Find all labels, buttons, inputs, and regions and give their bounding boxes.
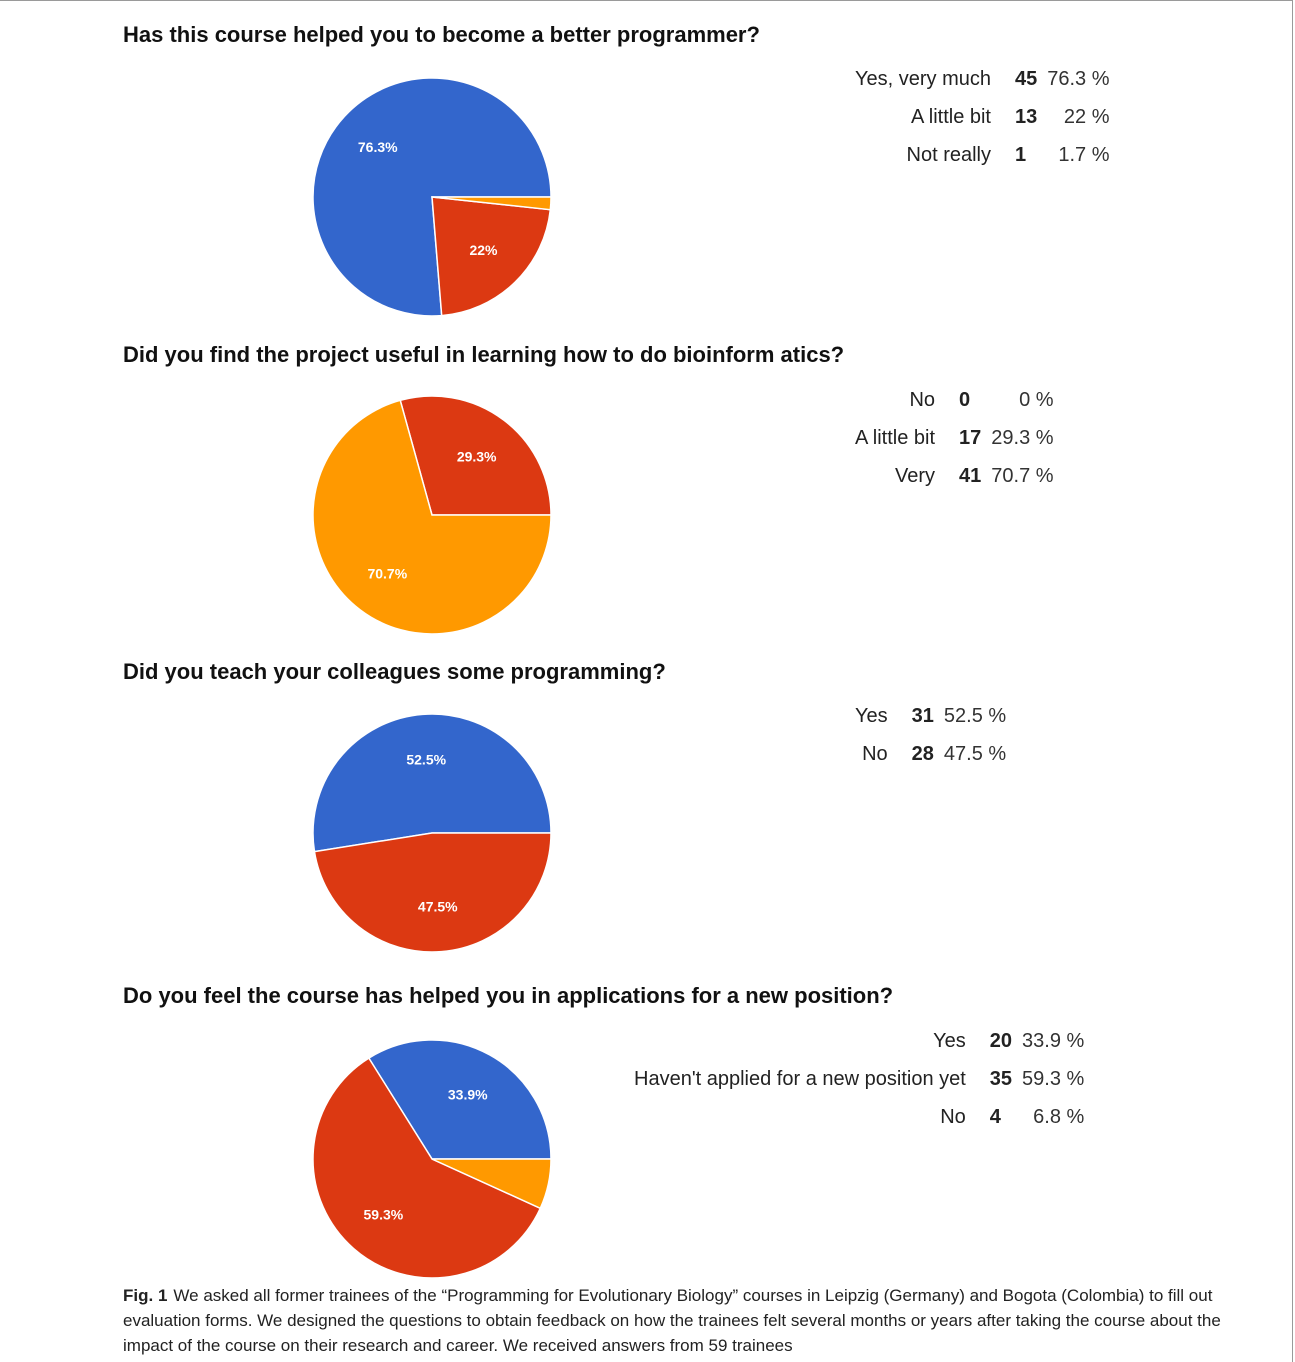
legend-row: Haven't applied for a new position yet 3…: [634, 1060, 1084, 1098]
legend-row: Yes, very much 45 76.3 %: [855, 60, 1110, 98]
slice-label: 33.9%: [448, 1086, 488, 1102]
legend-row: No 28 47.5 %: [855, 735, 1006, 773]
legend-row: A little bit 13 22 %: [855, 98, 1110, 136]
legend-count: 31: [911, 705, 934, 727]
legend-percent: 59.3 %: [1022, 1068, 1085, 1090]
slice-label: 70.7%: [367, 566, 407, 582]
legend-label: Yes: [933, 1030, 966, 1052]
legend-count: 35: [989, 1068, 1013, 1090]
pie-slice: [431, 196, 552, 211]
pie-slice: [312, 77, 552, 317]
caption-text: We asked all former trainees of the “Pro…: [123, 1286, 1221, 1355]
legend-count: 28: [911, 743, 934, 765]
legend: No 0 0 % A little bit 17 29.3 % Very 41 …: [855, 381, 1054, 495]
legend-label: Very: [895, 465, 936, 487]
legend-label: No: [940, 1106, 966, 1128]
legend-count: 4: [989, 1106, 1001, 1128]
slice-label: 47.5%: [418, 899, 458, 915]
figure-caption: Fig. 1 We asked all former trainees of th…: [123, 1283, 1263, 1358]
legend-label: Yes: [855, 705, 888, 727]
frame-right-border: [1292, 0, 1293, 1362]
legend-percent: 33.9 %: [1022, 1030, 1085, 1052]
legend-row: Not really 1 1.7 %: [855, 136, 1110, 174]
chart-title: Has this course helped you to become a b…: [123, 22, 760, 47]
slice-label: 22%: [469, 242, 498, 258]
legend-count: 45: [1015, 68, 1038, 90]
legend-count: 0: [959, 389, 971, 411]
pie-chart: 52.5% 47.5%: [312, 713, 552, 953]
chart-title: Did you teach your colleagues some progr…: [123, 659, 666, 684]
legend-percent: 6.8 %: [1033, 1106, 1085, 1128]
legend-row: Yes 20 33.9 %: [634, 1022, 1084, 1060]
pie-slice: [431, 196, 552, 317]
frame-top-border: [0, 0, 1292, 1]
legend-percent: 52.5 %: [943, 705, 1007, 727]
pie-slice: [399, 395, 552, 516]
legend-count: 1: [1015, 144, 1027, 166]
slice-label: 29.3%: [457, 448, 497, 464]
legend-row: Very 41 70.7 %: [855, 457, 1054, 495]
pie-chart: 33.9% 59.3%: [312, 1039, 552, 1279]
legend-row: Yes 31 52.5 %: [855, 697, 1006, 735]
pie-slice: [312, 713, 552, 853]
legend-count: 17: [959, 427, 982, 449]
legend-label: No: [909, 389, 936, 411]
legend-percent: 76.3 %: [1047, 68, 1110, 90]
pie-chart: 76.3% 22%: [312, 77, 552, 317]
legend-count: 20: [989, 1030, 1013, 1052]
legend: Yes 31 52.5 % No 28 47.5 %: [855, 697, 1006, 773]
pie-slice: [313, 832, 552, 953]
legend-label: A little bit: [910, 106, 991, 128]
legend-label: Yes, very much: [855, 68, 991, 90]
slice-label: 59.3%: [364, 1206, 404, 1222]
caption-label: Fig. 1: [123, 1286, 168, 1305]
legend-label: No: [862, 743, 888, 765]
legend-percent: 1.7 %: [1058, 144, 1110, 166]
legend-percent: 22 %: [1063, 106, 1110, 128]
legend-label: Not really: [906, 144, 991, 166]
legend-row: No 0 0 %: [855, 381, 1054, 419]
chart-title: Do you feel the course has helped you in…: [123, 983, 894, 1008]
legend-percent: 0 %: [1019, 389, 1054, 411]
legend-percent: 70.7 %: [991, 465, 1054, 487]
slice-label: 76.3%: [358, 139, 398, 155]
legend-percent: 47.5 %: [943, 743, 1007, 765]
pie-slice: [312, 399, 552, 635]
legend-label: A little bit: [855, 427, 936, 449]
chart-title: Did you find the project useful in learn…: [123, 342, 845, 367]
slice-label: 52.5%: [406, 751, 446, 767]
legend: Yes 20 33.9 % Haven't applied for a new …: [634, 1022, 1084, 1136]
legend-percent: 29.3 %: [991, 427, 1054, 449]
legend-row: A little bit 17 29.3 %: [855, 419, 1054, 457]
pie-slice: [367, 1039, 552, 1160]
legend-count: 13: [1015, 106, 1038, 128]
legend-row: No 4 6.8 %: [634, 1098, 1084, 1136]
pie-slice: [431, 1158, 552, 1210]
legend-count: 41: [959, 465, 982, 487]
legend: Yes, very much 45 76.3 % A little bit 13…: [855, 60, 1110, 174]
legend-label: Haven't applied for a new position yet: [634, 1068, 966, 1090]
pie-slice: [312, 1057, 542, 1279]
pie-chart: 29.3% 70.7%: [312, 395, 552, 635]
